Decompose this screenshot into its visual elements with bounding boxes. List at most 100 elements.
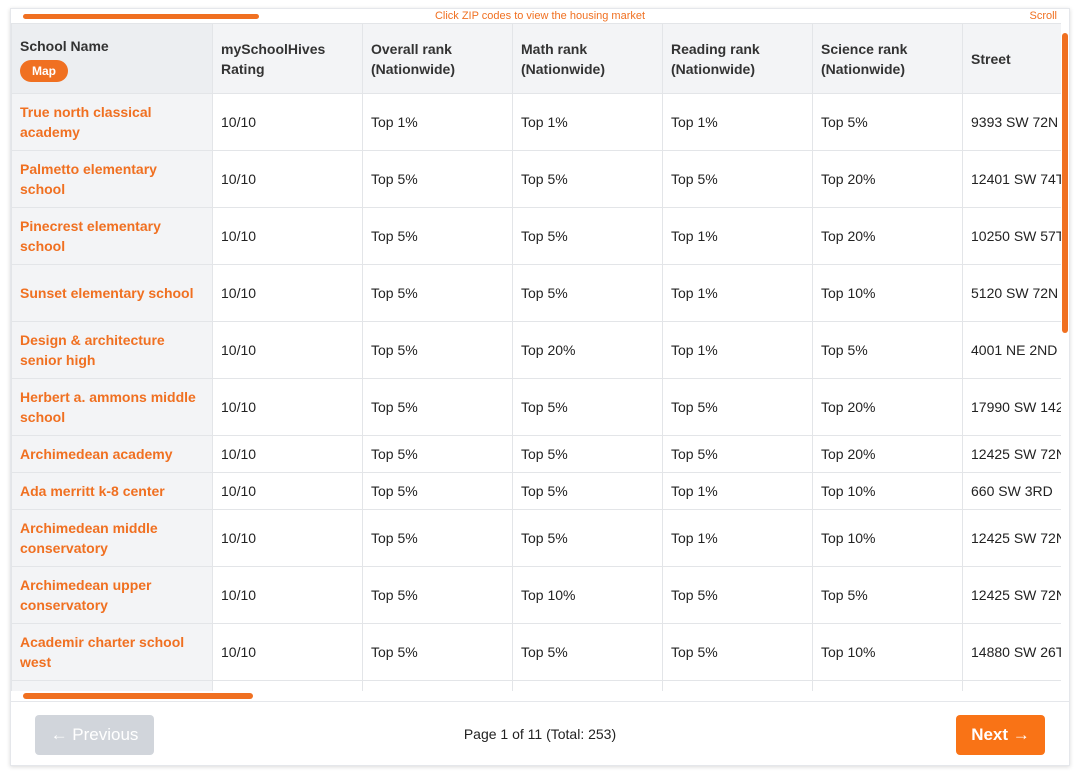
school-name[interactable]: Design & architecture senior high (11, 321, 213, 379)
column-header: Overall rank (Nationwide) (362, 23, 513, 94)
cell: 4001 NE 2ND (962, 321, 1061, 379)
cell: Top 1% (662, 93, 813, 151)
horizontal-scrollbar[interactable] (23, 693, 253, 699)
cell: Top 1% (662, 207, 813, 265)
cell: 10250 SW 57T AVE (962, 207, 1061, 265)
hint-bar: Click ZIP codes to view the housing mark… (11, 9, 1069, 23)
school-name[interactable]: Palmetto elementary school (11, 150, 213, 208)
column-header: Math rank (Nationwide) (512, 23, 663, 94)
cell: 10/10 (212, 623, 363, 681)
school-name[interactable]: Archimedean middle conservatory (11, 509, 213, 567)
cell: Top 20% (812, 207, 963, 265)
cell: Top 20% (812, 435, 963, 473)
column-title: Science rank (Nationwide) (821, 40, 908, 77)
vertical-scrollbar[interactable] (1062, 33, 1068, 333)
cell: Top 5% (362, 264, 513, 322)
cell: Top 20% (512, 321, 663, 379)
cell: Top 10% (812, 623, 963, 681)
column-title: Math rank (Nationwide) (521, 40, 605, 77)
map-button[interactable]: Map (20, 59, 68, 82)
cell: Top 5% (512, 472, 663, 510)
cell: Top 5% (362, 207, 513, 265)
cell: Top 1% (662, 472, 813, 510)
table-row: Archimedean academy 10/10 Top 5% Top 5% Top … (11, 435, 1061, 473)
column-title: Street (971, 50, 1011, 67)
table-row: Academir charter school west 10/10 Top 5% T… (11, 623, 1061, 681)
cell: Top 1% (662, 264, 813, 322)
column-header: Science rank (Nationwide) (812, 23, 963, 94)
cell: Top 5% (362, 566, 513, 624)
cell: Top 20% (812, 150, 963, 208)
cell: Top 1% (662, 321, 813, 379)
column-title: School Name (20, 37, 109, 54)
cell: Top 5% (512, 207, 663, 265)
partial-row (11, 680, 1061, 691)
school-name[interactable]: Archimedean upper conservatory (11, 566, 213, 624)
table-row: Herbert a. ammons middle school 10/10 Top … (11, 378, 1061, 436)
cell: Top 5% (512, 623, 663, 681)
school-name[interactable]: Archimedean academy (11, 435, 213, 473)
cell: Top 5% (812, 93, 963, 151)
empty-cell (962, 680, 1061, 691)
cell: 5120 SW 72N (962, 264, 1061, 322)
school-name[interactable]: Herbert a. ammons middle school (11, 378, 213, 436)
cell: 10/10 (212, 264, 363, 322)
cell: Top 10% (812, 472, 963, 510)
table-row: Archimedean upper conservatory 10/10 Top 5… (11, 566, 1061, 624)
cell: Top 5% (662, 150, 813, 208)
cell: Top 5% (662, 435, 813, 473)
scroll-label[interactable]: Scroll (1029, 10, 1057, 22)
cell: Top 1% (662, 509, 813, 567)
school-name[interactable]: True north classical academy (11, 93, 213, 151)
cell: 10/10 (212, 566, 363, 624)
column-header: mySchoolHives Rating (212, 23, 363, 94)
cell: 10/10 (212, 435, 363, 473)
school-name[interactable]: Pinecrest elementary school (11, 207, 213, 265)
column-header: Street (962, 23, 1061, 94)
cell: Top 10% (812, 264, 963, 322)
next-button[interactable]: Next → (956, 715, 1045, 755)
column-title: Overall rank (Nationwide) (371, 40, 455, 77)
column-title: mySchoolHives Rating (221, 40, 326, 77)
cell: 12401 SW 74T AVE (962, 150, 1061, 208)
school-name[interactable]: Academir charter school west (11, 623, 213, 681)
column-title: Reading rank (Nationwide) (671, 40, 760, 77)
top-scrollbar[interactable] (23, 14, 259, 19)
table-row: True north classical academy 10/10 Top 1% T… (11, 93, 1061, 151)
cell: Top 5% (812, 566, 963, 624)
cell: 660 SW 3RD (962, 472, 1061, 510)
empty-cell (11, 680, 213, 691)
cell: Top 1% (362, 93, 513, 151)
cell: 17990 SW 142 AVE (962, 378, 1061, 436)
cell: Top 5% (662, 623, 813, 681)
cell: Top 5% (662, 566, 813, 624)
cell: Top 5% (362, 435, 513, 473)
cell: Top 5% (812, 321, 963, 379)
cell: Top 5% (362, 378, 513, 436)
cell: Top 5% (362, 321, 513, 379)
cell: 10/10 (212, 150, 363, 208)
cell: Top 5% (512, 435, 663, 473)
pagination: ← Previous Page 1 of 11 (Total: 253) Nex… (11, 701, 1069, 766)
empty-cell (662, 680, 813, 691)
cell: 12425 SW 72N (962, 435, 1061, 473)
table-row: Palmetto elementary school 10/10 Top 5% Top… (11, 150, 1061, 208)
table-wrap: School Name Map mySchoolHives Rating Overal… (11, 23, 1061, 691)
cell: 10/10 (212, 378, 363, 436)
school-name[interactable]: Ada merritt k-8 center (11, 472, 213, 510)
cell: Top 5% (362, 472, 513, 510)
cell: 9393 SW 72N (962, 93, 1061, 151)
cell: Top 5% (512, 509, 663, 567)
previous-button[interactable]: ← Previous (35, 715, 154, 755)
school-name[interactable]: Sunset elementary school (11, 264, 213, 322)
cell: 10/10 (212, 321, 363, 379)
school-table: School Name Map mySchoolHives Rating Overal… (11, 23, 1061, 691)
table-row: Archimedean middle conservatory 10/10 Top … (11, 509, 1061, 567)
empty-cell (362, 680, 513, 691)
cell: Top 1% (512, 93, 663, 151)
cell: Top 10% (812, 509, 963, 567)
cell: 10/10 (212, 472, 363, 510)
cell: 10/10 (212, 207, 363, 265)
cell: Top 5% (512, 150, 663, 208)
